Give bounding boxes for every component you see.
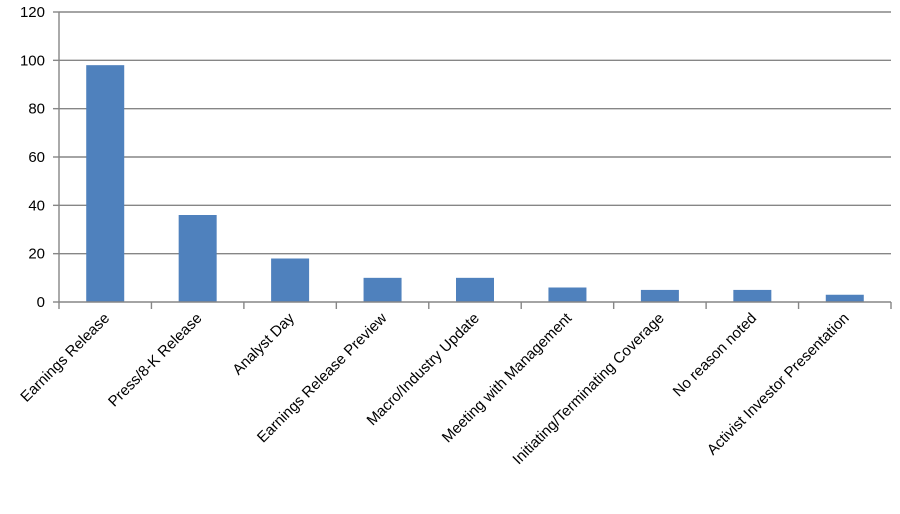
gridlines <box>59 11 891 255</box>
y-tick-label: 40 <box>28 197 45 214</box>
bar-earnings-release <box>86 65 125 303</box>
bar-analyst-day <box>271 258 310 302</box>
bar-initiating-terminating-coverage <box>640 289 679 302</box>
x-tick-label: Initiating/Terminating Coverage <box>509 310 667 468</box>
bar-meeting-with-management <box>548 287 587 302</box>
x-tick-label: Analyst Day <box>229 309 298 378</box>
bar-activist-investor-presentation <box>825 294 864 302</box>
y-tick-labels: 0 20 40 60 80 100 120 <box>20 4 45 311</box>
x-tick-label: Press/8-K Release <box>105 310 205 410</box>
y-tick-label: 0 <box>37 294 45 311</box>
y-tick-label: 100 <box>20 52 45 69</box>
bar-macro-industry-update <box>456 277 494 302</box>
bar-press-8-k-release <box>178 215 217 302</box>
bar-no-reason-noted <box>733 289 772 302</box>
bars <box>86 65 864 303</box>
y-tick-label: 20 <box>28 246 45 263</box>
y-tick-label: 120 <box>20 4 45 21</box>
y-tick-label: 60 <box>28 149 45 166</box>
x-tick-label: Earnings Release <box>17 310 113 406</box>
x-tick-label: No reason noted <box>670 310 760 400</box>
y-tick-label: 80 <box>28 101 45 118</box>
axes <box>53 11 892 309</box>
bar-earnings-release-preview <box>363 277 402 302</box>
